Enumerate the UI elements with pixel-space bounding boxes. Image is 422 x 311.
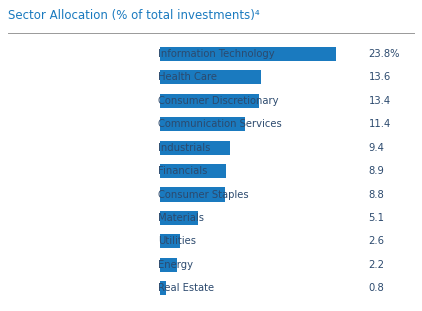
Text: Sector Allocation (% of total investments)⁴: Sector Allocation (% of total investment… <box>8 9 260 22</box>
Text: 13.4: 13.4 <box>369 96 391 106</box>
Bar <box>160 164 226 178</box>
Text: Utilities: Utilities <box>158 236 196 246</box>
Bar <box>160 281 166 295</box>
Text: 5.1: 5.1 <box>369 213 384 223</box>
Text: 8.8: 8.8 <box>369 189 384 200</box>
Text: Consumer Staples: Consumer Staples <box>158 189 249 200</box>
Text: Information Technology: Information Technology <box>158 49 275 59</box>
Text: 11.4: 11.4 <box>369 119 391 129</box>
Text: 0.8: 0.8 <box>369 283 384 293</box>
Text: Materials: Materials <box>158 213 204 223</box>
Text: 2.2: 2.2 <box>369 260 384 270</box>
Bar <box>160 258 177 272</box>
Text: Financials: Financials <box>158 166 208 176</box>
Bar <box>160 70 261 84</box>
Text: 2.6: 2.6 <box>369 236 384 246</box>
Text: Communication Services: Communication Services <box>158 119 282 129</box>
Bar <box>160 211 198 225</box>
Text: Real Estate: Real Estate <box>158 283 214 293</box>
Text: Consumer Discretionary: Consumer Discretionary <box>158 96 279 106</box>
Text: 8.9: 8.9 <box>369 166 384 176</box>
Text: 9.4: 9.4 <box>369 142 384 153</box>
Bar <box>160 141 230 155</box>
Text: 23.8%: 23.8% <box>369 49 400 59</box>
Text: Energy: Energy <box>158 260 193 270</box>
Bar <box>160 117 245 131</box>
Text: Industrials: Industrials <box>158 142 211 153</box>
Bar <box>160 94 259 108</box>
Text: Health Care: Health Care <box>158 72 217 82</box>
Bar <box>160 234 180 248</box>
Bar <box>160 47 336 61</box>
Text: 13.6: 13.6 <box>369 72 391 82</box>
Bar <box>160 188 225 202</box>
